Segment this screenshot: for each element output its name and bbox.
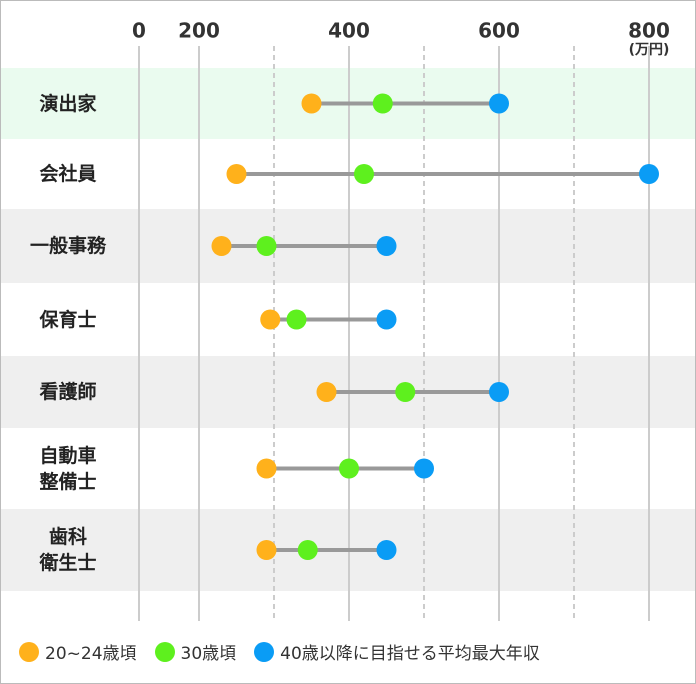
category-label: 一般事務 (29, 235, 106, 257)
dot (286, 309, 307, 330)
dot (376, 236, 397, 256)
dot (639, 164, 659, 184)
dot (301, 93, 322, 114)
legend-item: 30歳頃 (154, 639, 237, 664)
dot (489, 93, 509, 114)
category-label: 保育士 (39, 308, 97, 331)
dot (226, 164, 247, 184)
dot (354, 164, 374, 184)
legend-swatch (254, 641, 275, 662)
x-tick-label: 800 (628, 19, 670, 43)
category-label: 歯科 衛生士 (39, 526, 97, 574)
category-label: 演出家 (39, 92, 97, 115)
legend-swatch (154, 641, 175, 662)
legend-item: 40歳以降に目指せる平均最大年収 (254, 639, 540, 664)
legend-swatch (19, 641, 39, 662)
dot (489, 382, 509, 402)
x-tick-label: 400 (328, 19, 370, 43)
dot (260, 309, 281, 330)
category-label: 看護師 (39, 381, 97, 403)
grid (138, 46, 650, 621)
dot (211, 236, 232, 256)
legend-item: 20~24歳頃 (19, 639, 137, 664)
x-tick-label: 200 (178, 19, 220, 43)
legend-label: 20~24歳頃 (45, 644, 137, 664)
legend: 20~24歳頃 30歳頃 40歳以降に目指せる平均最大年収 (19, 639, 540, 664)
legend-label: 30歳頃 (180, 644, 237, 664)
dot (376, 540, 397, 560)
dot (316, 382, 337, 402)
category-label: 自動車 整備士 (39, 444, 97, 493)
x-tick-label: 600 (478, 19, 520, 43)
marks (211, 93, 659, 560)
legend-label: 40歳以降に目指せる平均最大年収 (280, 644, 540, 664)
dot (256, 458, 277, 479)
dot (414, 458, 434, 479)
dot (256, 236, 277, 256)
dot (339, 458, 359, 479)
dot (256, 540, 277, 560)
dot (297, 540, 318, 560)
dot (372, 93, 393, 114)
dot (376, 309, 397, 330)
category-label: 会社員 (39, 163, 97, 185)
dot (395, 382, 416, 402)
x-tick-label: 0 (132, 19, 146, 43)
